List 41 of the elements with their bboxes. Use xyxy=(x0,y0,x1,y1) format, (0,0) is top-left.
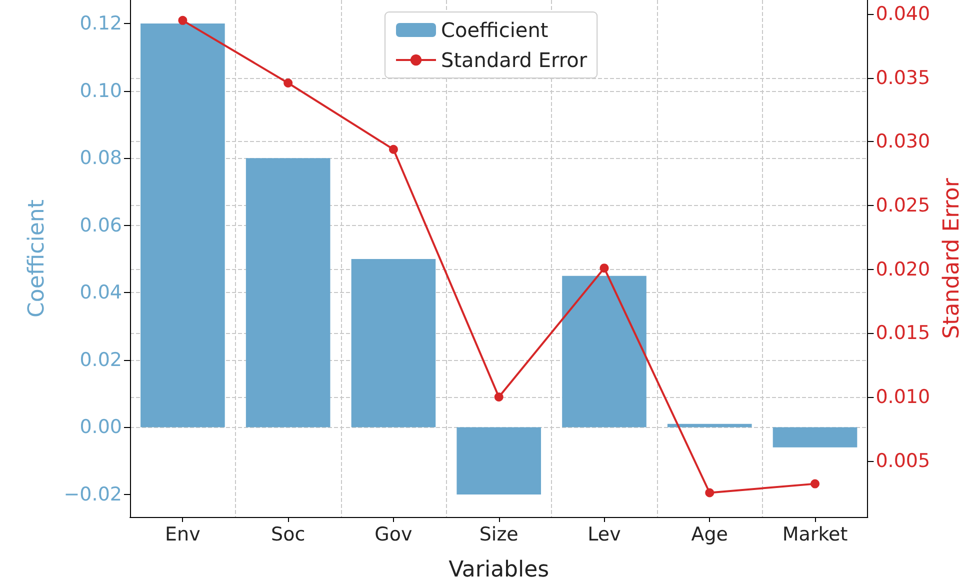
x-axis-title: Variables xyxy=(448,558,550,582)
y2-tick-label: 0.040 xyxy=(876,3,930,26)
y2-tick-label: 0.035 xyxy=(876,66,930,89)
bar xyxy=(562,276,646,428)
y-tick-label: 0.12 xyxy=(80,12,122,35)
point xyxy=(388,144,398,154)
point xyxy=(705,488,714,498)
y2-tick-label: 0.020 xyxy=(876,258,930,280)
y2-tick-label: 0.010 xyxy=(876,386,930,408)
y-tick-label: 0.00 xyxy=(80,416,122,438)
point xyxy=(178,16,188,25)
x-tick-label: Gov xyxy=(374,524,412,546)
bar xyxy=(772,427,858,448)
y-tick-label: 0.10 xyxy=(80,80,122,102)
x-tick-label: Market xyxy=(782,524,848,546)
legend-label: Standard Error xyxy=(441,48,588,72)
point xyxy=(494,392,504,402)
point xyxy=(600,264,609,273)
y-axis-title: Coefficient xyxy=(24,199,50,318)
y2-axis-title: Standard Error xyxy=(940,177,964,339)
x-tick-label: Soc xyxy=(271,524,306,546)
legend-label: Coefficient xyxy=(441,18,548,42)
y2-tick-label: 0.030 xyxy=(876,130,930,153)
bar xyxy=(351,259,436,428)
point xyxy=(284,78,293,88)
y2-tick-label: 0.015 xyxy=(876,322,930,344)
point xyxy=(810,479,820,488)
y-tick-label: 0.02 xyxy=(80,348,122,371)
y2-tick-label: 0.025 xyxy=(876,194,930,217)
x-tick-label: Age xyxy=(691,524,728,546)
y-tick-label: 0.08 xyxy=(80,147,122,170)
y-tick-label: 0.04 xyxy=(80,282,122,304)
y-tick-label: −0.02 xyxy=(64,483,122,506)
bar xyxy=(246,158,330,428)
y-tick-label: 0.06 xyxy=(80,214,122,236)
bar xyxy=(140,24,225,428)
x-tick-label: Size xyxy=(479,524,518,546)
x-tick-label: Env xyxy=(165,524,200,546)
bar xyxy=(456,427,542,494)
x-tick-label: Lev xyxy=(588,524,621,546)
y2-tick-label: 0.005 xyxy=(876,450,930,472)
